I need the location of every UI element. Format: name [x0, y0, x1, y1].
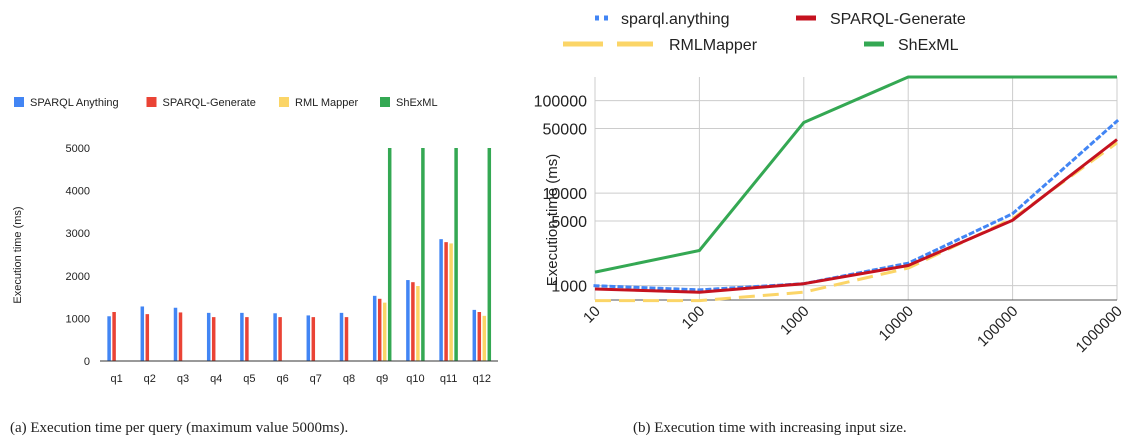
bar [311, 317, 316, 361]
bar [387, 148, 392, 361]
bar-chart-x-tick-label: q5 [243, 373, 255, 385]
caption-a: (a) Execution time per query (maximum va… [10, 420, 349, 436]
bar-chart-x-ticks: q1 q2 q3 q4 q5 q6 q7 q8 q9 q10 q11 q12 [110, 373, 491, 385]
bar-chart-x-tick-label: q7 [310, 373, 322, 385]
bar [344, 317, 349, 361]
legend-label: SPARQL Anything [30, 97, 119, 109]
line-chart-y-axis-label: Execution time (ms) [544, 154, 561, 287]
bar [273, 313, 277, 361]
line-chart-x-tick-label: 1000 [777, 303, 813, 339]
series-line [594, 75, 1117, 274]
bar-chart-y-tick-label: 3000 [66, 228, 90, 240]
bar-chart-bars [107, 148, 492, 361]
bar [178, 312, 183, 361]
bar-chart-x-tick-label: q6 [276, 373, 288, 385]
bar [107, 316, 111, 361]
line-chart-y-tick-label: 5000 [551, 214, 587, 231]
bar-chart-x-tick-label: q11 [440, 373, 458, 385]
bar-chart-y-tick-label: 0 [84, 356, 90, 368]
bar [372, 295, 377, 361]
legend-label: sparql.anything [621, 11, 730, 28]
line-chart-y-tick-label: 1000 [551, 279, 587, 296]
bar [411, 282, 415, 361]
bar [439, 239, 443, 361]
line-chart-series [593, 75, 1120, 303]
bar [173, 307, 178, 361]
line-chart-x-tick-label: 100 [679, 303, 709, 333]
bar [211, 317, 216, 361]
bar [112, 312, 116, 361]
bar [444, 242, 448, 361]
legend-label: RML Mapper [295, 97, 359, 109]
series-line [595, 141, 1118, 303]
bar-chart-x-tick-label: q1 [110, 373, 122, 385]
bar [240, 312, 244, 361]
bar [454, 148, 458, 361]
bar [278, 317, 282, 361]
caption-b: (b) Execution time with increasing input… [633, 420, 907, 436]
legend-label: RMLMapper [669, 37, 758, 54]
bar [449, 243, 453, 361]
series-line [594, 138, 1118, 294]
bar [339, 312, 344, 361]
legend-swatch [380, 97, 390, 107]
bar [140, 306, 145, 361]
bar-chart-x-tick-label: q4 [210, 373, 222, 385]
legend-swatch [279, 97, 289, 107]
bar-chart-x-tick-label: q2 [144, 373, 156, 385]
bar [406, 280, 410, 361]
legend-swatch [146, 97, 157, 107]
line-chart-x-tick-label: 10 [580, 303, 604, 327]
bar-chart-y-axis-label: Execution time (ms) [12, 206, 24, 303]
legend-label: ShExML [396, 97, 438, 109]
bar-chart-x-tick-label: q3 [177, 373, 189, 385]
bar [382, 302, 387, 361]
bar-chart-x-tick-label: q10 [406, 373, 424, 385]
bar-chart-y-tick-label: 5000 [66, 143, 90, 155]
line-chart-y-tick-label: 10000 [543, 186, 588, 203]
bar-chart-y-tick-label: 2000 [66, 271, 90, 283]
bar-chart-x-tick-label: q12 [473, 373, 491, 385]
line-chart-x-ticks: 10 100 1000 10000 100000 1000000 [580, 303, 1126, 356]
bar [482, 315, 487, 361]
bar [477, 312, 482, 361]
bar-chart-y-tick-label: 4000 [66, 186, 90, 198]
line-chart-y-tick-label: 100000 [534, 94, 587, 111]
legend-swatch [14, 97, 24, 107]
line-chart-x-tick-label: 10000 [876, 303, 918, 345]
line-chart-y-tick-label: 50000 [543, 121, 588, 138]
bar [206, 312, 211, 361]
bar-chart-x-tick-label: q9 [376, 373, 388, 385]
bar [472, 309, 477, 361]
bar-chart-y-tick-label: 1000 [66, 313, 90, 325]
line-chart-grid [594, 77, 1118, 301]
legend-label: SPARQL-Generate [830, 11, 966, 28]
bar-chart-legend: SPARQL Anything SPARQL-Generate RML Mapper… [14, 97, 438, 109]
bar [416, 286, 420, 361]
bar [487, 148, 492, 361]
bar [306, 315, 311, 361]
legend-label: ShExML [898, 37, 959, 54]
line-chart-x-tick-label: 100000 [974, 303, 1021, 350]
line-chart-legend: sparql.anything SPARQL-Generate RMLMapper S… [563, 11, 966, 54]
bar [377, 298, 382, 361]
line-chart-y-ticks: 1000 5000 10000 50000 100000 [534, 94, 587, 296]
bar [145, 314, 150, 361]
legend-label: SPARQL-Generate [163, 97, 256, 109]
bar-chart-y-ticks: 0 1000 2000 3000 4000 5000 [66, 143, 90, 368]
bar-chart-per-query: SPARQL Anything SPARQL-Generate RML Mapper… [12, 97, 498, 385]
bar [245, 317, 249, 361]
bar-chart-x-tick-label: q8 [343, 373, 355, 385]
series-line [593, 118, 1120, 292]
line-chart-x-tick-label: 1000000 [1073, 303, 1126, 356]
bar [421, 148, 425, 361]
